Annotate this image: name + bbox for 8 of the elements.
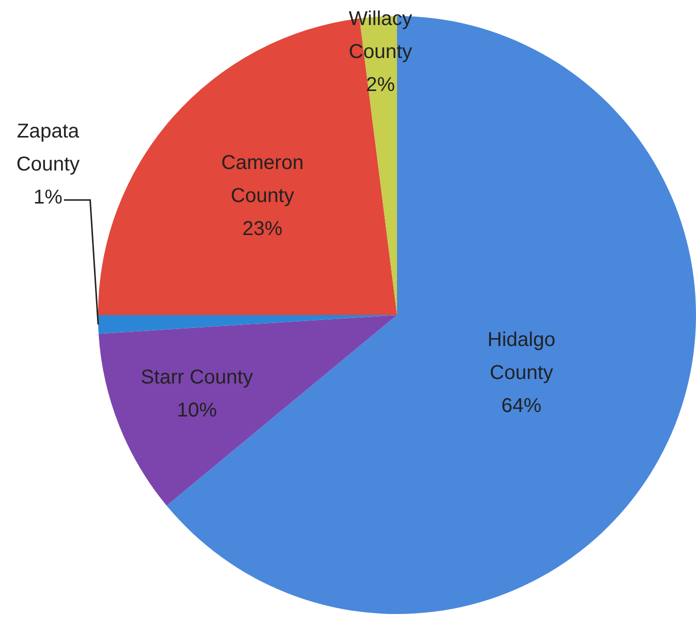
data-label: 23% (242, 218, 283, 240)
slice-label: Cameron County (221, 152, 304, 207)
slice-label: Starr County (140, 366, 253, 388)
data-label: 10% (176, 399, 218, 422)
slice-label: Zapata County (16, 120, 80, 176)
slice-label: Hidalgo County (488, 329, 556, 384)
data-label: 64% (501, 395, 542, 418)
data-label: 1% (34, 186, 63, 209)
